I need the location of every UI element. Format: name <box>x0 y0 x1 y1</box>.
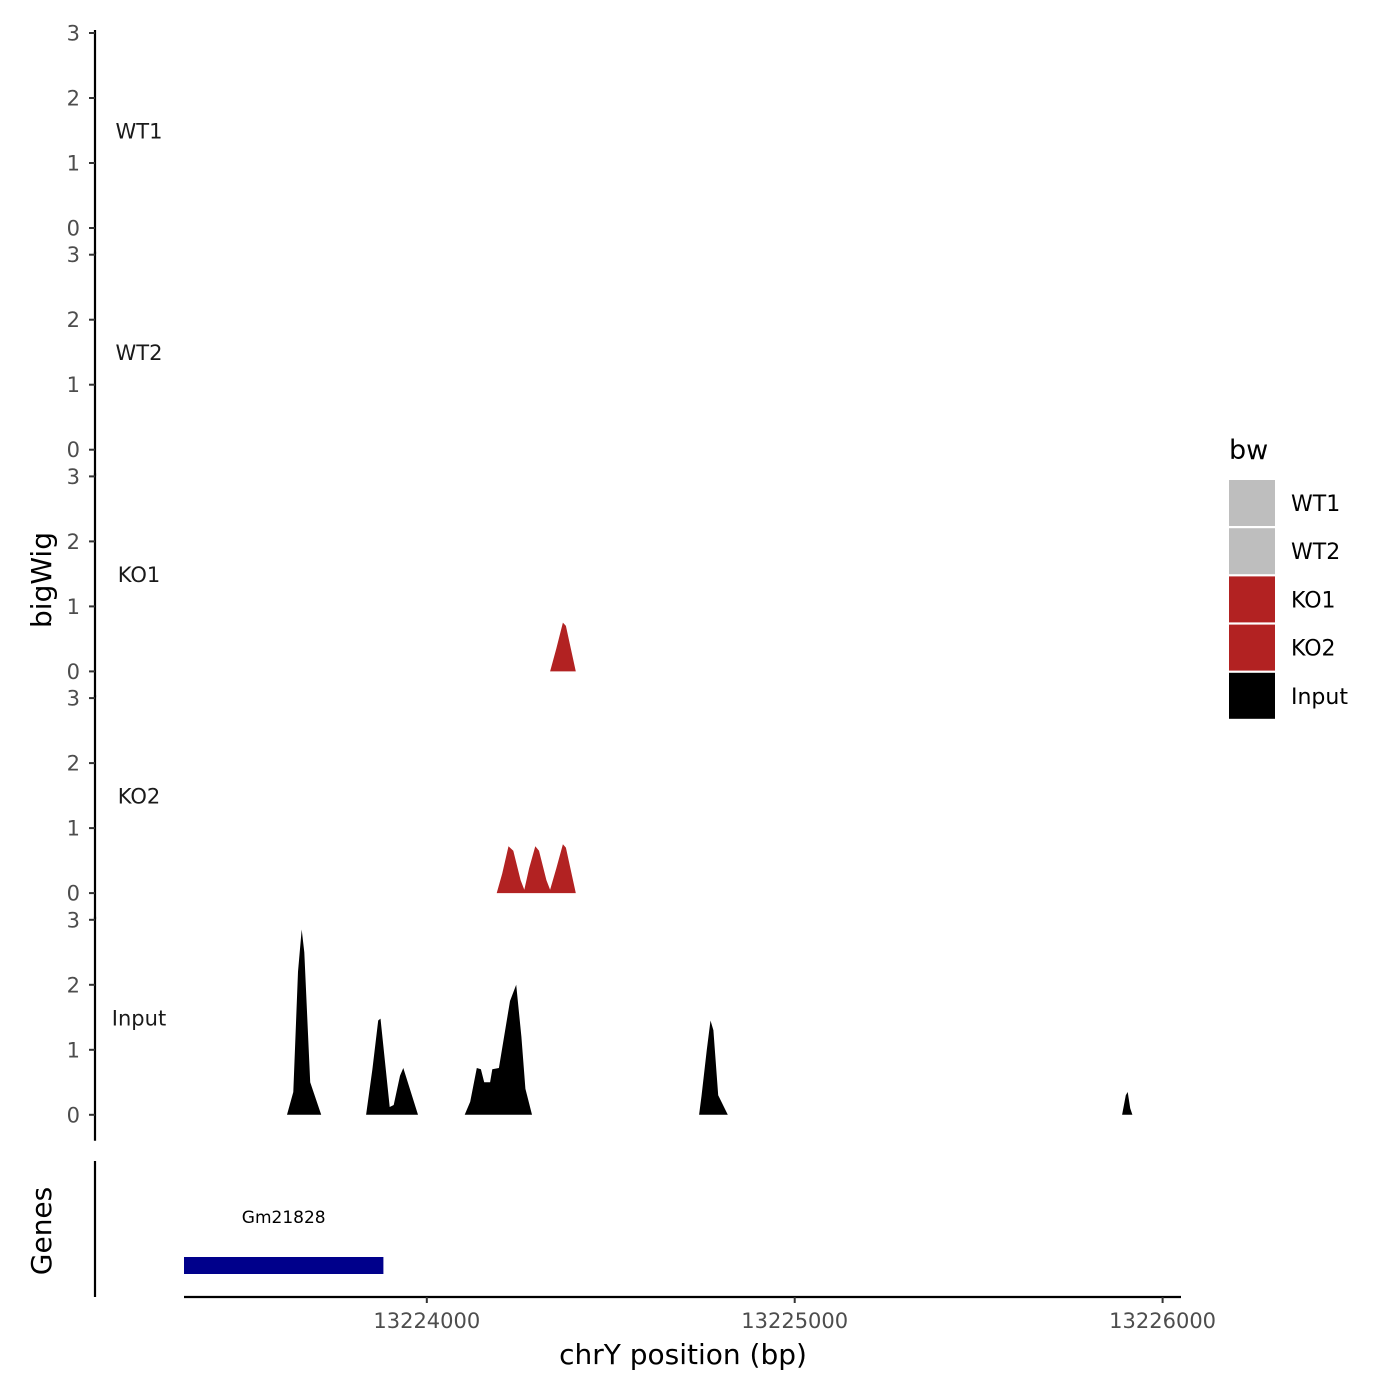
track-label-input: Input <box>112 1006 166 1030</box>
legend-label-wt1: WT1 <box>1291 492 1340 517</box>
genes-track-label: Genes <box>25 1187 58 1275</box>
legend-label-wt2: WT2 <box>1291 540 1340 565</box>
y-tick-label: 1 <box>67 373 80 397</box>
gene-body <box>184 1257 384 1274</box>
legend-swatch-input <box>1229 672 1275 719</box>
y-tick-label: 0 <box>67 438 80 462</box>
legend-swatch-wt2 <box>1229 528 1275 575</box>
signal-tracks: 0 1 2 3 WT1 0 1 2 3 WT2 0 1 2 3 KO1 0 1 2 3 KO2 0 1 2 3 Input <box>67 22 1133 1141</box>
y-tick-label: 1 <box>67 595 80 619</box>
y-tick-label: 3 <box>67 243 80 267</box>
y-tick-label: 1 <box>67 817 80 841</box>
legend-title: bw <box>1229 435 1268 466</box>
track-label-wt2: WT2 <box>116 341 163 365</box>
track-ko2: 0 1 2 3 KO2 <box>67 687 576 920</box>
signal-area-input <box>287 929 1133 1115</box>
signal-area-ko2 <box>496 844 576 894</box>
x-axis-title: chrY position (bp) <box>559 1338 807 1371</box>
y-tick-label: 2 <box>67 752 80 776</box>
track-input: 0 1 2 3 Input <box>67 908 1133 1141</box>
y-tick-label: 0 <box>67 882 80 906</box>
legend: bw WT1 WT2 KO1 KO2 Input <box>1229 435 1348 719</box>
track-label-ko2: KO2 <box>118 785 161 809</box>
y-tick-label: 3 <box>67 22 80 46</box>
y-tick-label: 0 <box>67 1103 80 1127</box>
track-ko1: 0 1 2 3 KO1 <box>67 465 576 698</box>
y-tick-label: 2 <box>67 973 80 997</box>
signal-area-ko1 <box>550 622 576 672</box>
gene-label: Gm21828 <box>242 1208 326 1228</box>
y-tick-label: 2 <box>67 530 80 554</box>
track-label-ko1: KO1 <box>118 563 161 587</box>
y-tick-label: 3 <box>67 908 80 932</box>
legend-swatch-ko2 <box>1229 624 1275 671</box>
y-tick-label: 3 <box>67 687 80 711</box>
x-tick-label: 13225000 <box>741 1309 848 1333</box>
y-tick-label: 0 <box>67 217 80 241</box>
x-tick-label: 13226000 <box>1109 1309 1216 1333</box>
genes-track: Genes Gm21828 <box>25 1161 384 1297</box>
y-tick-label: 3 <box>67 465 80 489</box>
y-axis-title: bigWig <box>25 532 58 628</box>
y-tick-label: 1 <box>67 152 80 176</box>
x-axis: 13224000 13225000 13226000 <box>184 1295 1216 1333</box>
legend-swatch-ko1 <box>1229 576 1275 623</box>
track-label-wt1: WT1 <box>116 120 163 144</box>
track-wt2: 0 1 2 3 WT2 <box>67 243 163 476</box>
x-tick-label: 13224000 <box>373 1309 480 1333</box>
y-tick-label: 2 <box>67 308 80 332</box>
y-tick-label: 1 <box>67 1038 80 1062</box>
track-wt1: 0 1 2 3 WT1 <box>67 22 163 254</box>
legend-label-input: Input <box>1291 685 1348 710</box>
legend-label-ko2: KO2 <box>1291 637 1336 662</box>
legend-label-ko1: KO1 <box>1291 588 1336 613</box>
y-tick-label: 2 <box>67 87 80 111</box>
legend-swatch-wt1 <box>1229 480 1275 526</box>
y-tick-label: 0 <box>67 660 80 684</box>
